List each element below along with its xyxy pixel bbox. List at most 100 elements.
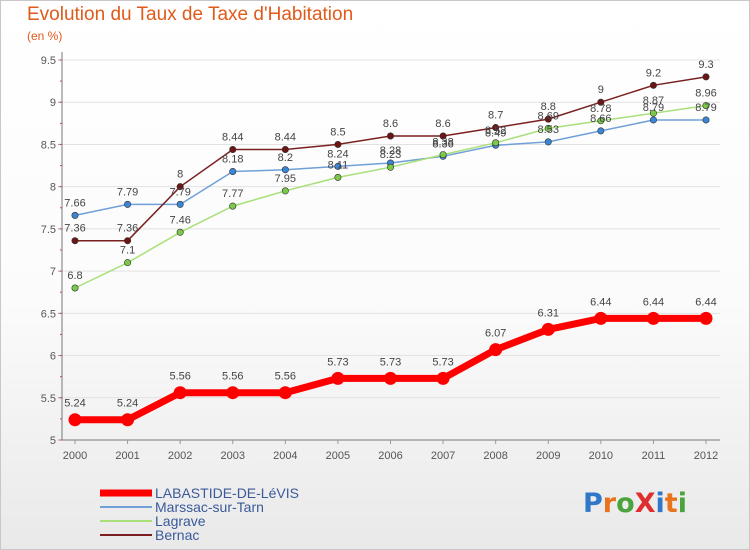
data-point	[386, 163, 394, 171]
data-label: 8.24	[327, 148, 348, 160]
data-point	[226, 386, 240, 400]
logo-letter: r	[602, 488, 617, 519]
data-point	[176, 183, 184, 191]
data-point	[702, 116, 710, 124]
logo-letter: P	[583, 488, 603, 519]
data-point	[649, 109, 657, 117]
data-label: 5.56	[275, 371, 296, 383]
data-label: 7.1	[120, 245, 135, 257]
data-label: 5.73	[432, 356, 453, 368]
data-point	[278, 386, 292, 400]
legend-label: Marssac-sur-Tarn	[155, 499, 264, 515]
data-label: 6.8	[67, 270, 82, 282]
x-tick-label: 2001	[115, 450, 139, 462]
data-point	[702, 102, 710, 110]
x-tick-label: 2011	[642, 450, 666, 462]
y-tick-label: 8.5	[41, 139, 56, 151]
data-point	[229, 167, 237, 175]
data-label: 8.6	[435, 118, 450, 130]
data-label: 6.07	[485, 328, 506, 340]
data-point	[597, 127, 605, 135]
series-line-0	[75, 314, 706, 424]
y-tick-label: 6.5	[41, 308, 56, 320]
data-label: 8.6	[383, 118, 398, 130]
y-tick-label: 6	[50, 351, 56, 363]
data-label: 7.66	[64, 197, 85, 209]
y-tick-label: 9	[50, 97, 56, 109]
data-label: 6.31	[538, 307, 559, 319]
data-label: 7.79	[169, 186, 190, 198]
data-label: 7.77	[222, 188, 243, 200]
data-point	[492, 124, 500, 132]
data-point	[176, 228, 184, 236]
data-label: 8.38	[432, 137, 453, 149]
data-label: 8.52	[485, 125, 506, 137]
data-point	[649, 116, 657, 124]
logo-letter: i	[655, 488, 665, 519]
data-point	[71, 284, 79, 292]
legend-label: LABASTIDE-DE-LéVIS	[155, 485, 299, 501]
data-point	[702, 73, 710, 81]
data-point	[68, 413, 82, 427]
y-tick-label: 5	[50, 435, 56, 447]
data-label: 6.44	[590, 296, 611, 308]
data-label: 8.28	[380, 145, 401, 157]
data-label: 8.79	[643, 102, 664, 114]
data-label: 8.7	[488, 110, 503, 122]
legend: LABASTIDE-DE-LéVISMarssac-sur-TarnLagrav…	[100, 485, 299, 543]
data-label: 8.23	[380, 149, 401, 161]
data-label: 5.73	[380, 356, 401, 368]
logo-letter: o	[616, 488, 635, 519]
data-label: 8.11	[328, 159, 349, 171]
x-tick-label: 2002	[168, 450, 192, 462]
y-tick-label: 8	[50, 182, 56, 194]
data-label: 8.5	[330, 126, 345, 138]
data-label: 8.69	[538, 110, 559, 122]
data-label: 8.44	[222, 132, 243, 144]
data-point	[439, 132, 447, 140]
data-label: 8.2	[278, 152, 293, 164]
data-label: 8.78	[590, 103, 611, 115]
data-point	[124, 259, 132, 267]
data-label: 8.44	[275, 132, 296, 144]
data-point	[176, 200, 184, 208]
data-point	[384, 371, 397, 385]
series-layer	[68, 73, 713, 427]
data-point	[597, 98, 605, 106]
data-label: 6.44	[695, 296, 716, 308]
x-tick-label: 2009	[536, 450, 560, 462]
data-point	[597, 117, 605, 125]
data-label: 9	[598, 84, 604, 96]
grid-layer	[62, 59, 720, 441]
data-point	[71, 237, 79, 245]
chart-title: Evolution du Taux de Taxe d'Habitation	[27, 4, 354, 25]
data-point	[544, 138, 552, 146]
data-point	[281, 166, 289, 174]
data-point	[436, 371, 450, 385]
data-point	[281, 187, 289, 195]
data-label-layer: 7.66 7.79 7.79 8.18 8.2 8.24 8.28 8.36 8.49 8.53 8…	[64, 59, 716, 410]
data-label: 5.73	[327, 356, 348, 368]
data-point	[71, 211, 79, 219]
data-point	[699, 311, 713, 325]
data-label: 8.53	[538, 124, 559, 136]
data-point	[541, 322, 555, 336]
x-tick-label: 2007	[431, 450, 455, 462]
x-tick-label: 2000	[63, 450, 87, 462]
y-tick-label: 5.5	[41, 393, 56, 405]
data-point	[229, 202, 237, 210]
y-tick-label: 7	[50, 266, 56, 278]
data-label: 9.3	[698, 59, 713, 71]
data-point	[121, 413, 135, 427]
data-point	[649, 81, 657, 89]
data-point	[331, 371, 345, 385]
legend-label: Lagrave	[155, 513, 206, 529]
x-tick-label: 2006	[378, 450, 402, 462]
chart-subtitle: (en %)	[27, 29, 63, 43]
data-point	[594, 311, 608, 325]
data-label: 8.18	[222, 153, 243, 165]
data-point	[334, 173, 342, 181]
data-point	[334, 140, 342, 148]
data-point	[544, 115, 552, 123]
